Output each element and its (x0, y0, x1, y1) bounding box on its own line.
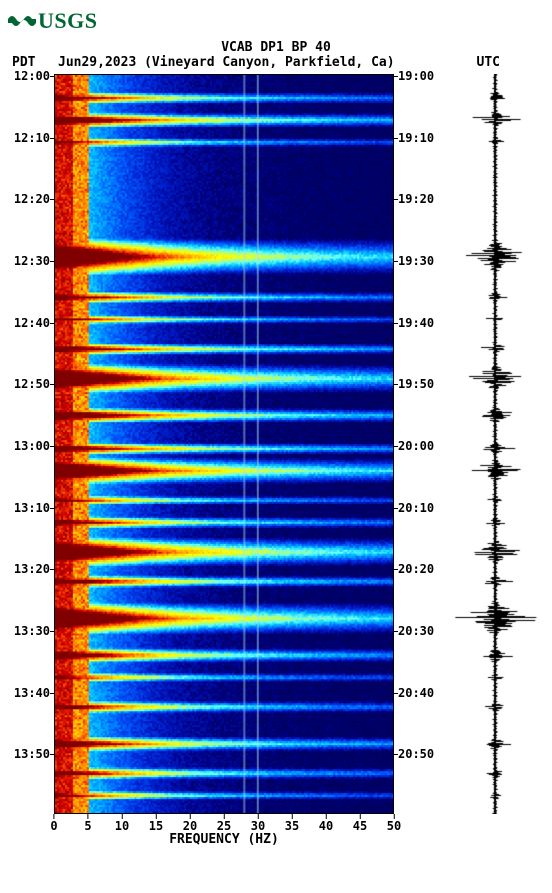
time-tick: 19:50 (398, 377, 434, 391)
freq-tick: 5 (84, 814, 91, 833)
freq-tick: 15 (149, 814, 163, 833)
time-tick: 13:10 (14, 501, 50, 515)
freq-tick: 20 (183, 814, 197, 833)
time-tick: 19:40 (398, 316, 434, 330)
freq-tick: 35 (285, 814, 299, 833)
time-tick: 19:00 (398, 69, 434, 83)
time-tick: 12:30 (14, 254, 50, 268)
seismogram-panel (450, 74, 540, 814)
tz-left-label: PDT (12, 55, 58, 70)
frequency-axis: FREQUENCY (HZ) 05101520253035404550 (54, 814, 394, 854)
time-tick: 13:00 (14, 439, 50, 453)
time-tick: 19:10 (398, 131, 434, 145)
time-tick: 12:20 (14, 192, 50, 206)
time-tick: 19:30 (398, 254, 434, 268)
right-time-axis: 19:0019:1019:2019:3019:4019:5020:0020:10… (394, 74, 440, 814)
time-tick: 12:50 (14, 377, 50, 391)
usgs-logo-text: USGS (38, 8, 97, 34)
time-tick: 20:10 (398, 501, 434, 515)
tz-right-label: UTC (440, 55, 540, 70)
time-tick: 13:50 (14, 747, 50, 761)
freq-tick: 30 (251, 814, 265, 833)
time-tick: 20:20 (398, 562, 434, 576)
spectrogram-canvas (55, 75, 393, 813)
chart-title: VCAB DP1 BP 40 (8, 40, 544, 55)
date-location: Jun29,2023 (Vineyard Canyon, Parkfield, … (58, 55, 440, 70)
time-tick: 20:30 (398, 624, 434, 638)
frequency-axis-label: FREQUENCY (HZ) (54, 832, 394, 847)
freq-tick: 10 (115, 814, 129, 833)
time-tick: 13:30 (14, 624, 50, 638)
time-tick: 12:00 (14, 69, 50, 83)
freq-tick: 50 (387, 814, 401, 833)
left-time-axis: 12:0012:1012:2012:3012:4012:5013:0013:10… (8, 74, 54, 814)
time-tick: 20:00 (398, 439, 434, 453)
time-tick: 20:50 (398, 747, 434, 761)
freq-tick: 0 (50, 814, 57, 833)
time-tick: 19:20 (398, 192, 434, 206)
usgs-logo: USGS (8, 8, 544, 34)
usgs-wave-icon (8, 11, 36, 31)
time-tick: 13:20 (14, 562, 50, 576)
time-tick: 12:10 (14, 131, 50, 145)
freq-tick: 25 (217, 814, 231, 833)
plot-area: 12:0012:1012:2012:3012:4012:5013:0013:10… (8, 74, 544, 814)
time-tick: 13:40 (14, 686, 50, 700)
seismogram-canvas (450, 74, 540, 814)
freq-tick: 45 (353, 814, 367, 833)
freq-tick: 40 (319, 814, 333, 833)
time-tick: 20:40 (398, 686, 434, 700)
spectrogram-panel (54, 74, 394, 814)
time-tick: 12:40 (14, 316, 50, 330)
chart-subtitle: PDT Jun29,2023 (Vineyard Canyon, Parkfie… (8, 55, 544, 70)
